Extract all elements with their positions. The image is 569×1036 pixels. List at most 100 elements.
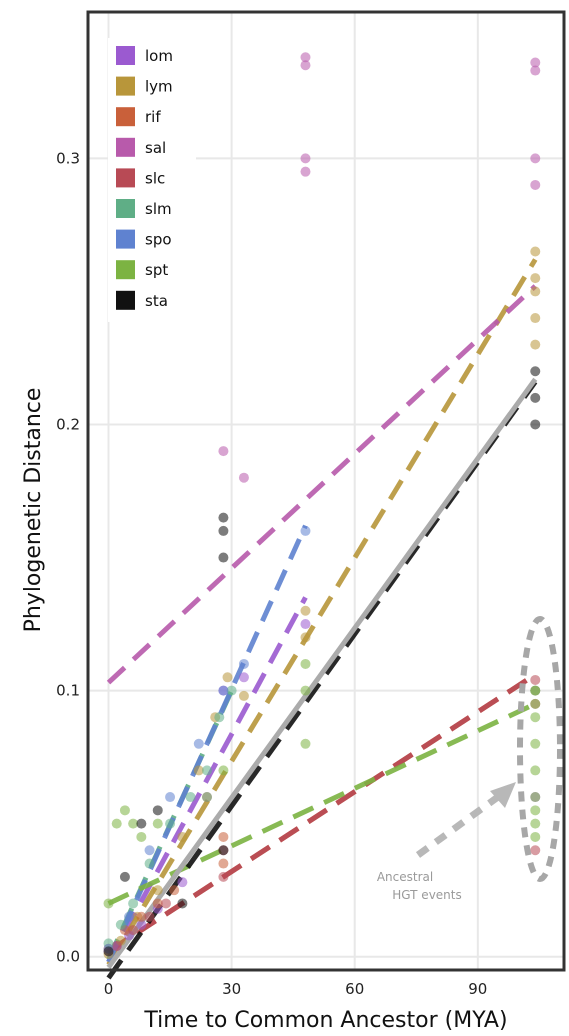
x-axis-title: Time to Common Ancestor (MYA) [143,1008,507,1033]
data-point-sta [103,946,114,957]
legend-swatch-lom [116,46,135,65]
hgt-events-ellipse [517,616,563,882]
fit-line-lom [106,596,308,964]
legend: lom lym rif sal slc slm spo spt sta [108,38,196,322]
data-point-sal [300,60,311,71]
data-point-spt [530,685,541,696]
data-point-spt [218,765,229,776]
data-point-slc [160,898,171,909]
data-point-lym [530,339,541,350]
data-point-lom [238,672,249,683]
data-point-spt [530,792,541,803]
data-point-lym [300,632,311,643]
data-point-sta [218,512,229,523]
data-point-rif [152,898,163,909]
annotation: Ancestral HGT events [377,616,563,902]
data-point-sta [218,552,229,563]
data-point-slm [214,712,225,723]
data-point-slm [128,898,139,909]
data-point-slc [128,925,139,936]
y-axis-title: Phylogenetic Distance [21,388,46,633]
data-point-spo [144,845,155,856]
legend-swatch-slc [116,168,135,188]
data-point-slm [202,765,212,776]
data-point-sta [136,818,147,829]
data-point-lom [136,919,147,930]
data-point-lom [177,877,188,888]
data-point-slm [144,858,155,869]
data-point-lym [530,313,541,324]
data-point-sal [218,446,229,457]
data-point-spo [193,738,204,749]
data-point-spo [300,525,311,536]
data-point-spt [530,831,541,842]
data-point-lym [238,690,249,701]
data-point-slm [115,919,126,930]
data-point-lym [193,765,204,776]
axes: 0 30 60 90 0.0 0.1 0.2 0.3 [56,149,487,998]
data-point-lym [152,885,163,896]
data-point-spo [165,792,176,803]
annotation-label-line-1: Ancestral [377,870,433,884]
data-point-slc [530,845,541,856]
data-point-spo [124,911,135,922]
data-point-sta [152,805,163,816]
data-point-slm [226,685,237,696]
data-point-spt [300,738,311,749]
data-point-spt [530,698,541,709]
x-tick-label: 0 [104,980,114,998]
data-point-spt [530,818,541,829]
data-point-spt [202,792,212,803]
data-point-spt [152,818,163,829]
data-point-spt [530,805,541,816]
data-point-spt [300,658,311,669]
legend-swatch-slm [116,199,135,218]
data-point-lym [530,286,541,297]
data-point-sta [530,366,541,377]
legend-label-lym: lym [145,78,173,96]
data-point-spt [128,818,139,829]
data-point-slc [111,941,122,952]
data-point-rif [169,885,180,896]
data-point-lym [300,605,311,616]
x-tick-label: 30 [222,980,241,998]
data-point-rif [218,858,229,869]
legend-swatch-lym [116,76,135,96]
data-point-sal [530,153,541,164]
data-point-lym [530,246,541,257]
legend-label-spt: spt [145,261,168,279]
fit-line-lym [106,258,538,966]
y-tick-label: 0.0 [56,948,80,966]
data-point-lym [530,273,541,284]
data-point-slc [530,674,541,685]
legend-label-slc: slc [145,169,165,187]
legend-swatch-sal [116,137,135,157]
legend-label-lom: lom [145,47,173,65]
hgt-arrow-head [490,782,516,808]
legend-swatch-spt [116,260,135,280]
data-point-spt [103,898,114,909]
annotation-label-line-2: HGT events [392,888,461,902]
data-point-sal [530,65,541,76]
data-point-lym [222,672,233,683]
y-tick-label: 0.1 [56,682,80,700]
data-point-lom [300,619,311,630]
x-tick-label: 90 [468,980,487,998]
data-point-sal [238,472,249,483]
data-point-spt [111,818,122,829]
data-point-sal [300,166,311,177]
data-point-sta [218,845,229,856]
legend-swatch-rif [116,107,135,127]
fit-line-sal [106,284,537,685]
legend-swatch-sta [116,290,135,310]
x-tick-label: 60 [345,980,364,998]
data-point-sta [177,898,188,909]
data-point-sta [119,871,130,882]
data-point-sta [530,392,541,403]
data-point-sta [530,419,541,430]
data-point-slc [218,871,229,882]
data-point-spt [300,685,311,696]
data-point-slm [165,818,176,829]
data-point-sta [218,525,229,536]
